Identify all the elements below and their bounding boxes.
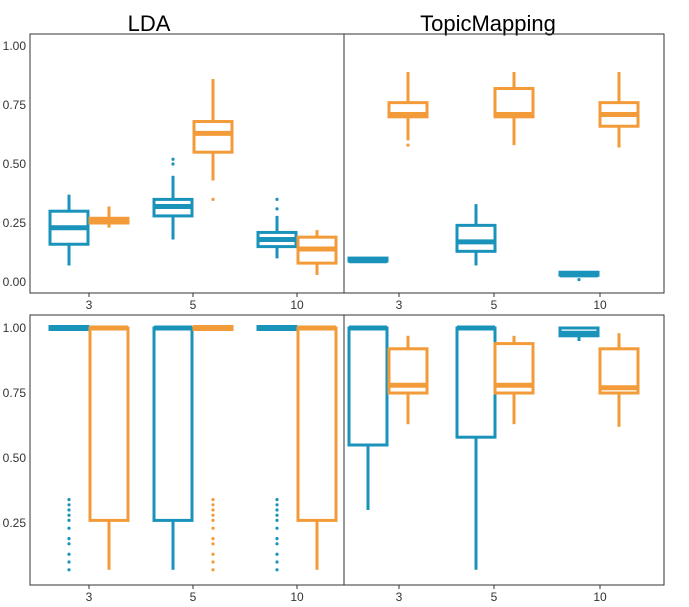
blue-outlier-point — [275, 526, 279, 530]
y-tick-label: 1.00 — [3, 39, 27, 53]
blue-outlier-point — [275, 498, 279, 502]
orange-box — [88, 326, 130, 522]
blue-outlier-point — [67, 518, 71, 523]
x-tick-label: 5 — [491, 590, 498, 604]
blue-outlier-point — [275, 197, 279, 201]
blue-outlier-point — [275, 508, 279, 512]
blue-outlier-point — [67, 560, 71, 564]
orange-box — [493, 342, 535, 395]
blue-outlier-point — [171, 162, 175, 166]
x-tick-label: 3 — [86, 590, 93, 604]
blue-outlier-point — [67, 568, 71, 572]
y-tick-label: 0.25 — [3, 216, 27, 230]
blue-outlier-point — [577, 278, 581, 282]
plot-layer: 0.00 0.25 0.50 0.75 1.00 3 5 10 3 5 10 0.25 0.50 0.75… — [3, 33, 665, 604]
panel-frame — [343, 33, 665, 294]
blue-outlier-point — [67, 537, 71, 541]
x-tick-label: 3 — [396, 590, 403, 604]
column-title-lda: LDA — [128, 11, 171, 36]
x-tick-label: 10 — [290, 298, 304, 312]
blue-outlier-point — [275, 552, 279, 556]
blue-outlier-point — [275, 518, 279, 523]
x-tick-label: 5 — [190, 590, 197, 604]
blue-outlier-point — [67, 508, 71, 512]
orange-outlier-point — [211, 503, 215, 507]
orange-outlier-point — [211, 542, 215, 546]
blue-outlier-point — [67, 503, 71, 507]
y-tick-label: 0.00 — [3, 275, 27, 289]
orange-box — [192, 120, 234, 154]
orange-outlier-point — [211, 526, 215, 530]
orange-outlier-point — [211, 568, 215, 572]
x-tick-label: 10 — [593, 298, 607, 312]
blue-box — [455, 223, 497, 253]
y-tick-label: 1.00 — [3, 321, 27, 335]
blue-outlier-point — [67, 513, 71, 517]
blue-outlier-point — [67, 542, 71, 546]
blue-outlier-point — [67, 552, 71, 556]
orange-box — [296, 326, 338, 522]
orange-outlier-point — [211, 560, 215, 564]
orange-outlier-point — [211, 518, 215, 523]
blue-outlier-point — [171, 157, 175, 161]
x-tick-label: 10 — [290, 590, 304, 604]
orange-box — [598, 347, 640, 395]
blue-outlier-point — [67, 498, 71, 502]
blue-outlier-point — [275, 503, 279, 507]
x-tick-label: 5 — [491, 298, 498, 312]
blue-outlier-point — [275, 537, 279, 541]
blue-outlier-point — [275, 513, 279, 517]
y-tick-label: 0.25 — [3, 516, 27, 530]
column-title-topicmapping: TopicMapping — [420, 11, 556, 36]
blue-box — [347, 326, 389, 447]
orange-outlier-point — [211, 197, 215, 201]
blue-outlier-point — [67, 526, 71, 530]
x-tick-label: 10 — [593, 590, 607, 604]
blue-outlier-point — [275, 542, 279, 546]
blue-outlier-point — [275, 560, 279, 564]
y-tick-label: 0.50 — [3, 157, 27, 171]
orange-outlier-point — [406, 143, 410, 147]
y-tick-label: 0.75 — [3, 386, 27, 400]
blue-outlier-point — [275, 207, 279, 211]
x-tick-label: 3 — [86, 298, 93, 312]
y-tick-label: 0.75 — [3, 98, 27, 112]
orange-outlier-point — [211, 513, 215, 517]
x-tick-label: 5 — [190, 298, 197, 312]
orange-outlier-point — [211, 537, 215, 541]
panel-frame — [343, 314, 665, 586]
x-tick-label: 3 — [396, 298, 403, 312]
orange-outlier-point — [211, 498, 215, 502]
blue-outlier-point — [275, 568, 279, 572]
blue-box — [455, 326, 497, 439]
orange-outlier-point — [211, 508, 215, 512]
blue-box — [152, 326, 194, 522]
orange-box — [387, 347, 429, 395]
orange-outlier-point — [211, 552, 215, 556]
y-tick-label: 0.50 — [3, 451, 27, 465]
